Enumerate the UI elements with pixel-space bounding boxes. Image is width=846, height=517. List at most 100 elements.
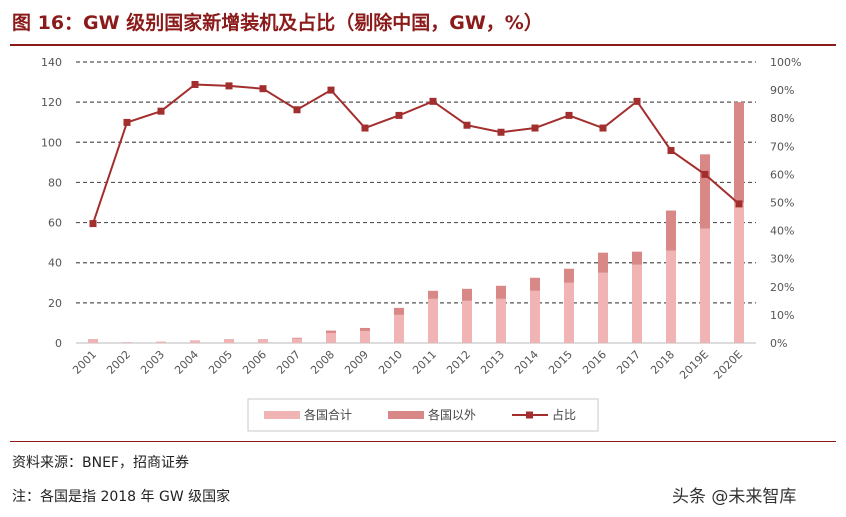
share-point <box>395 111 403 119</box>
watermark: 头条 @未来智库 <box>672 487 797 507</box>
bar-outside <box>462 288 472 301</box>
share-point <box>429 97 437 105</box>
bar-outside <box>292 337 302 339</box>
x-tick-label: 2001 <box>70 348 99 377</box>
right-tick-label: 40% <box>770 225 794 238</box>
bars <box>88 102 744 343</box>
x-tick-label: 2008 <box>308 348 337 377</box>
legend-label-share: 占比 <box>552 407 576 422</box>
share-point <box>157 107 165 115</box>
x-axis: 2001 2002 2003 2004 2005 2006 2007 2008 2009 2010… <box>70 348 745 382</box>
bar-outside <box>88 339 98 340</box>
combo-chart: 0 20 40 60 80 100 120 140 0% 10% 20% 30% 40% 50% 60% 7… <box>41 56 801 432</box>
x-tick-label: 2020E <box>711 348 745 382</box>
bar-total <box>462 300 472 343</box>
bar-total <box>326 332 336 343</box>
x-tick-label: 2013 <box>478 348 507 377</box>
right-tick-label: 20% <box>770 281 794 294</box>
bar-total <box>734 202 744 343</box>
right-tick-label: 100% <box>770 56 801 69</box>
x-tick-label: 2015 <box>546 348 575 377</box>
bar-outside <box>496 285 506 299</box>
bar-total <box>496 298 506 343</box>
bar-total <box>530 290 540 343</box>
x-tick-label: 2014 <box>512 348 541 377</box>
legend-swatch-outside <box>388 411 424 419</box>
x-tick-label: 2012 <box>444 348 473 377</box>
share-point <box>293 106 301 114</box>
bar-outside <box>564 268 574 283</box>
bar-total <box>224 339 234 343</box>
bar-total <box>428 298 438 343</box>
right-tick-label: 90% <box>770 84 794 97</box>
x-tick-label: 2004 <box>172 348 201 377</box>
x-tick-label: 2002 <box>104 348 133 377</box>
share-point <box>531 124 539 132</box>
left-tick-label: 80 <box>48 176 62 189</box>
share-point <box>633 97 641 105</box>
left-tick-label: 60 <box>48 217 62 230</box>
source-text: 资料来源：BNEF，招商证券 <box>12 455 189 471</box>
share-point <box>497 128 505 136</box>
x-tick-label: 2007 <box>274 348 303 377</box>
figure-title: 图 16：GW 级别国家新增装机及占比（剔除中国，GW，%） <box>12 12 543 34</box>
legend-marker-share <box>526 411 533 419</box>
bar-total <box>88 339 98 343</box>
right-tick-label: 50% <box>770 197 794 210</box>
bar-total <box>122 342 132 343</box>
share-point <box>123 118 131 126</box>
bar-outside <box>394 307 404 315</box>
note-text: 注：各国是指 2018 年 GW 级国家 <box>12 489 231 505</box>
left-axis: 0 20 40 60 80 100 120 140 <box>41 56 62 350</box>
share-point <box>599 124 607 132</box>
share-point <box>463 121 471 129</box>
share-point <box>191 80 199 88</box>
share-point <box>701 170 709 178</box>
bar-outside <box>530 277 540 291</box>
bar-total <box>598 272 608 343</box>
bar-total <box>700 228 710 343</box>
bar-total <box>394 314 404 343</box>
x-tick-label: 2010 <box>376 348 405 377</box>
x-tick-label: 2016 <box>580 348 609 377</box>
share-point <box>667 147 675 155</box>
right-tick-label: 10% <box>770 309 794 322</box>
title-divider <box>10 44 836 46</box>
bar-outside <box>326 330 336 333</box>
x-tick-label: 2019E <box>677 348 711 382</box>
bar-total <box>292 338 302 343</box>
share-point <box>565 111 573 119</box>
bar-outside <box>224 339 234 340</box>
right-axis: 0% 10% 20% 30% 40% 50% 60% 70% 80% 90% 100% <box>770 56 801 350</box>
bar-total <box>156 341 166 343</box>
x-tick-label: 2009 <box>342 348 371 377</box>
x-tick-label: 2005 <box>206 348 235 377</box>
bar-outside <box>734 102 744 203</box>
right-tick-label: 30% <box>770 253 794 266</box>
left-tick-label: 140 <box>41 56 62 69</box>
right-tick-label: 80% <box>770 112 794 125</box>
left-tick-label: 120 <box>41 96 62 109</box>
legend-swatch-total <box>264 411 300 419</box>
left-tick-label: 20 <box>48 297 62 310</box>
x-tick-label: 2003 <box>138 348 167 377</box>
x-tick-label: 2011 <box>410 348 439 377</box>
share-point <box>327 86 335 94</box>
x-tick-label: 2017 <box>614 348 643 377</box>
x-tick-label: 2018 <box>648 348 677 377</box>
left-tick-label: 0 <box>55 337 62 350</box>
left-tick-label: 40 <box>48 257 62 270</box>
grid-lines <box>76 61 756 344</box>
bar-outside <box>360 327 370 331</box>
legend-box <box>247 398 599 432</box>
bar-total <box>666 250 676 343</box>
right-tick-label: 0% <box>770 337 787 350</box>
footer-divider <box>10 441 836 442</box>
bar-outside <box>598 252 608 273</box>
share-point <box>735 200 743 208</box>
share-point <box>259 85 267 93</box>
left-tick-label: 100 <box>41 136 62 149</box>
share-line-path <box>92 83 740 224</box>
bar-outside <box>632 251 642 265</box>
x-tick-label: 2006 <box>240 348 269 377</box>
